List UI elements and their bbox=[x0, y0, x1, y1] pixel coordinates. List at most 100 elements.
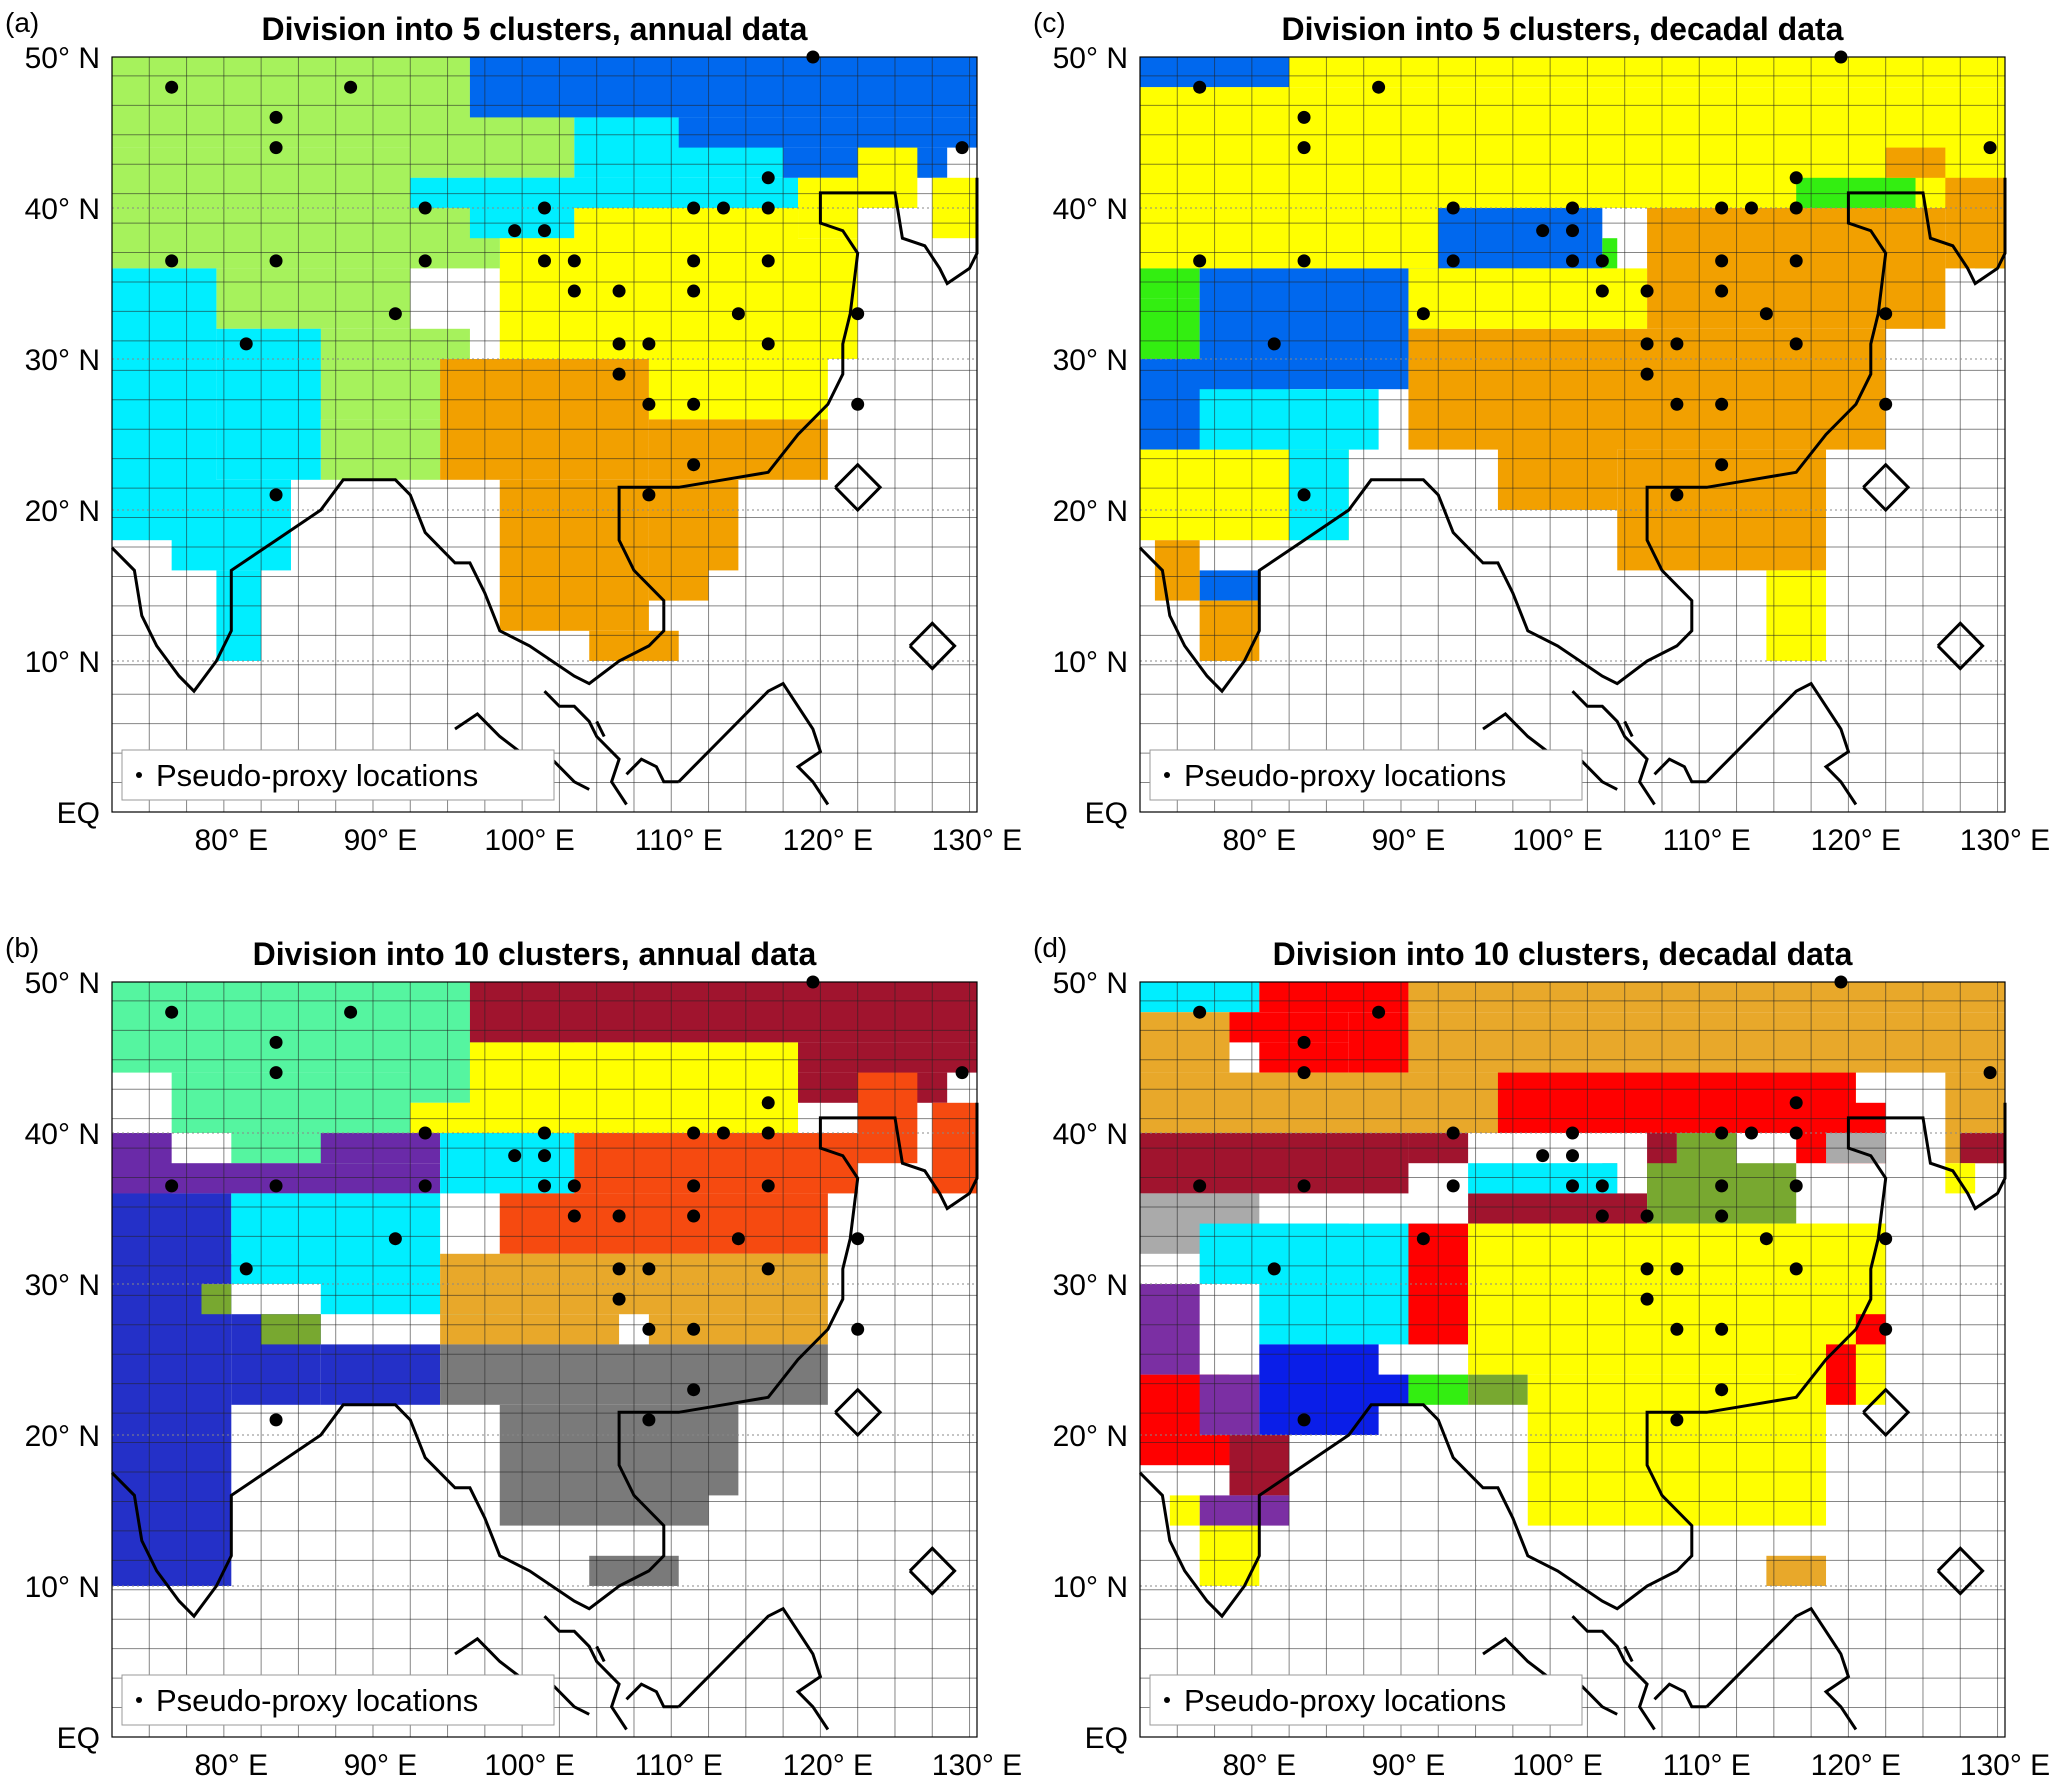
proxy-marker bbox=[1640, 284, 1654, 298]
lat-tick-label: 40° N bbox=[25, 1118, 100, 1151]
proxy-marker bbox=[612, 1262, 626, 1276]
lon-tick-label: 80° E bbox=[1222, 1749, 1296, 1782]
proxy-marker bbox=[1715, 1126, 1729, 1140]
proxy-marker bbox=[955, 141, 969, 155]
proxy-marker bbox=[1193, 80, 1207, 94]
proxy-marker bbox=[1566, 1149, 1579, 1163]
lon-tick-label: 110° E bbox=[635, 1749, 723, 1782]
lon-tick-label: 120° E bbox=[1811, 1749, 1901, 1782]
lon-tick-label: 80° E bbox=[194, 1749, 268, 1782]
proxy-marker bbox=[1566, 254, 1579, 268]
proxy-marker bbox=[731, 307, 745, 321]
coastline-mainland bbox=[110, 177, 979, 694]
plot-frame bbox=[1139, 56, 2006, 813]
cluster-cell bbox=[708, 479, 739, 571]
proxy-marker bbox=[1715, 458, 1729, 472]
proxy-marker bbox=[538, 1179, 551, 1193]
coastline-island bbox=[1936, 621, 1985, 671]
proxy-marker bbox=[612, 1209, 626, 1223]
proxy-marker bbox=[806, 975, 820, 989]
proxy-marker bbox=[687, 1126, 701, 1140]
proxy-marker bbox=[687, 1322, 701, 1336]
cluster-cell bbox=[1766, 570, 1827, 661]
cluster-cell bbox=[261, 1314, 321, 1345]
legend-box bbox=[121, 749, 555, 801]
proxy-marker bbox=[642, 1413, 656, 1427]
cluster-cell bbox=[440, 359, 649, 480]
cluster-cell bbox=[1468, 1193, 1648, 1224]
proxy-marker bbox=[1297, 141, 1311, 155]
lon-tick-label: 100° E bbox=[1512, 824, 1602, 857]
coastline bbox=[110, 177, 979, 806]
lon-tick-label: 100° E bbox=[1512, 1749, 1602, 1782]
proxy-marker bbox=[1372, 1005, 1386, 1019]
lon-tick-label: 100° E bbox=[484, 1749, 574, 1782]
cluster-cell bbox=[1140, 298, 1200, 359]
cluster-cell bbox=[216, 268, 411, 329]
proxy-marker bbox=[1879, 397, 1893, 411]
lat-tick-label: 50° N bbox=[1053, 967, 1128, 1000]
cluster-cell bbox=[857, 147, 918, 208]
proxy-marker bbox=[687, 1209, 701, 1223]
cluster-cell bbox=[410, 177, 799, 208]
cluster-cell bbox=[648, 479, 709, 601]
legend-box bbox=[1149, 749, 1583, 801]
lon-tick-label: 110° E bbox=[1663, 1749, 1751, 1782]
cluster-cell bbox=[1289, 359, 1409, 390]
map-panel-c: Pseudo-proxy locations (c) Division into 5… bbox=[1033, 7, 2050, 857]
proxy-marker bbox=[538, 1126, 551, 1140]
proxy-marker bbox=[761, 254, 775, 268]
proxy-marker bbox=[1640, 337, 1654, 351]
proxy-marker bbox=[1297, 254, 1311, 268]
panel-tag: (a) bbox=[5, 7, 39, 38]
coastline-island bbox=[677, 1606, 830, 1731]
proxy-marker bbox=[1416, 1232, 1430, 1246]
proxy-marker bbox=[538, 224, 551, 238]
coastline-island bbox=[1653, 1682, 1707, 1709]
proxy-marker bbox=[1879, 307, 1893, 321]
coastline-island bbox=[595, 720, 606, 738]
cluster-cell bbox=[648, 419, 828, 480]
cluster-cell bbox=[648, 359, 828, 420]
proxy-marker bbox=[612, 367, 626, 381]
proxy-marker bbox=[687, 201, 701, 215]
lat-tick-label: 50° N bbox=[25, 42, 100, 75]
coastline-island bbox=[625, 1682, 679, 1709]
proxy-marker bbox=[1670, 488, 1684, 502]
cluster-cell bbox=[1140, 1133, 1409, 1194]
cluster-cell bbox=[201, 1284, 232, 1315]
lat-tick-label: EQ bbox=[57, 797, 100, 830]
proxy-marker bbox=[1640, 1292, 1654, 1306]
proxy-marker bbox=[1670, 397, 1684, 411]
proxy-marker bbox=[761, 1096, 775, 1110]
proxy-marker bbox=[687, 284, 701, 298]
proxy-marker bbox=[567, 254, 581, 268]
coastline-island bbox=[1705, 681, 1858, 806]
proxy-marker bbox=[1759, 1232, 1773, 1246]
lon-tick-label: 80° E bbox=[194, 824, 268, 857]
lat-tick-label: 30° N bbox=[25, 1269, 100, 1302]
proxy-marker bbox=[955, 1066, 969, 1080]
proxy-marker bbox=[269, 1066, 283, 1080]
lon-tick-label: 120° E bbox=[1811, 824, 1901, 857]
proxy-marker bbox=[1670, 1322, 1684, 1336]
proxy-marker bbox=[1595, 1209, 1609, 1223]
proxy-marker bbox=[1193, 1005, 1207, 1019]
lon-tick-label: 110° E bbox=[1663, 824, 1751, 857]
cluster-cell bbox=[469, 982, 977, 1043]
panels-root: Pseudo-proxy locations (a) Division into 5… bbox=[5, 7, 2050, 1782]
panel-title: Division into 5 clusters, annual data bbox=[262, 11, 808, 47]
proxy-marker bbox=[1983, 1066, 1997, 1080]
legend-marker bbox=[136, 772, 142, 778]
proxy-marker bbox=[1715, 201, 1729, 215]
proxy-marker bbox=[1789, 337, 1803, 351]
proxy-marker bbox=[716, 201, 730, 215]
plot-frame bbox=[111, 981, 978, 1738]
lon-tick-label: 90° E bbox=[344, 824, 418, 857]
proxy-marker bbox=[1834, 975, 1848, 989]
proxy-markers bbox=[165, 50, 969, 502]
cluster-cell bbox=[1408, 268, 1648, 329]
proxy-marker bbox=[1670, 337, 1684, 351]
coastline-island bbox=[1571, 690, 1656, 806]
